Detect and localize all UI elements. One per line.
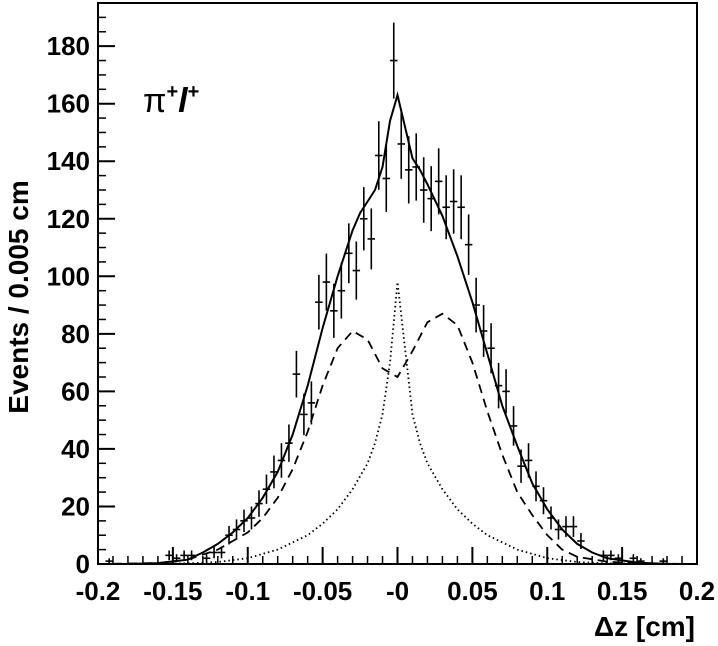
data-point: [629, 554, 638, 563]
data-point: [449, 169, 458, 234]
data-point: [562, 516, 570, 537]
y-axis-tick-labels: 0 20 40 60 80 100 120 140 160 180: [47, 31, 90, 579]
data-point: [187, 550, 196, 561]
data-point: [210, 546, 218, 559]
data-point: [502, 369, 510, 414]
data-point: [472, 277, 480, 333]
y-axis-title: Events / 0.005 cm: [3, 180, 34, 413]
data-point: [217, 546, 226, 559]
curve-solid: [98, 91, 697, 565]
data-point: [315, 274, 323, 330]
data-point: [322, 253, 331, 311]
data-point: [172, 554, 181, 563]
data-point: [487, 323, 495, 374]
data-point: [367, 208, 376, 270]
annotation-pi: π: [143, 82, 166, 120]
data-point: [412, 133, 420, 201]
x-tick-label: 0.05: [447, 576, 498, 606]
data-point: [419, 157, 428, 223]
data-point: [345, 223, 353, 284]
data-point: [517, 449, 525, 483]
y-tick-label: 120: [47, 204, 90, 234]
x-axis-ticks: [97, 547, 698, 564]
x-tick-label: 0.15: [597, 576, 648, 606]
data-point: [232, 519, 241, 540]
data-point: [479, 305, 488, 357]
data-point: [300, 393, 308, 436]
y-tick-label: 180: [47, 31, 90, 61]
data-point: [225, 526, 233, 545]
curve-dashed: [97, 312, 698, 565]
curves-layer: [97, 91, 698, 565]
y-tick-label: 0: [76, 549, 90, 579]
y-tick-label: 60: [61, 376, 90, 406]
y-tick-label: 80: [61, 319, 90, 349]
data-point: [434, 148, 443, 215]
y-tick-label: 100: [47, 261, 90, 291]
y-tick-label: 160: [47, 89, 90, 119]
data-point: [457, 175, 465, 240]
data-point: [390, 22, 398, 99]
data-point: [165, 550, 173, 561]
x-tick-label: -0.1: [225, 576, 270, 606]
x-tick-label: -0.2: [76, 576, 121, 606]
data-point: [599, 550, 608, 561]
y-tick-label: 140: [47, 146, 90, 176]
data-point: [180, 550, 188, 561]
data-point: [554, 519, 563, 540]
x-tick-label: 0.2: [679, 576, 715, 606]
annotation-lepton: l: [178, 82, 189, 120]
data-point: [539, 487, 548, 515]
y-tick-label: 40: [61, 434, 90, 464]
x-tick-label: -0.05: [293, 576, 352, 606]
data-point: [202, 554, 211, 563]
x-axis-tick-labels: -0.2 -0.15 -0.1 -0.05 -0 0.05 0.1 0.15 0.2: [76, 576, 715, 606]
y-tick-label: 20: [61, 491, 90, 521]
data-point: [614, 554, 623, 563]
y-axis-ticks: [98, 2, 115, 565]
data-point: [307, 381, 316, 425]
data-point: [247, 506, 256, 530]
data-point: [569, 516, 578, 537]
data-point: [330, 283, 338, 338]
data-point: [262, 474, 271, 504]
channel-annotation: π+l+: [143, 81, 199, 120]
data-point: [277, 443, 286, 478]
data-point: [382, 145, 391, 212]
data-point: [532, 471, 540, 502]
annotation-sup-2: +: [188, 81, 200, 103]
data-point: [404, 136, 413, 204]
data-point: [397, 109, 405, 179]
data-point: [427, 166, 435, 232]
data-point: [494, 362, 503, 409]
data-point: [352, 241, 361, 300]
data-point: [375, 121, 383, 190]
x-axis-title: Δz [cm]: [594, 611, 695, 642]
data-point: [509, 406, 518, 446]
data-point: [337, 262, 346, 319]
data-point: [255, 490, 263, 517]
x-tick-label: 0.1: [529, 576, 565, 606]
data-point: [292, 350, 301, 398]
data-point: [577, 532, 585, 550]
data-point: [464, 214, 473, 275]
data-point: [524, 443, 533, 478]
data-point: [607, 550, 615, 561]
data-point: [240, 509, 248, 533]
data-point: [285, 424, 293, 462]
annotation-sup-1: +: [166, 81, 178, 103]
data-point: [547, 506, 555, 530]
data-point: [270, 455, 278, 489]
x-tick-label: -0: [386, 576, 409, 606]
data-point: [360, 187, 368, 251]
data-point: [442, 175, 450, 240]
x-tick-label: -0.15: [143, 576, 202, 606]
